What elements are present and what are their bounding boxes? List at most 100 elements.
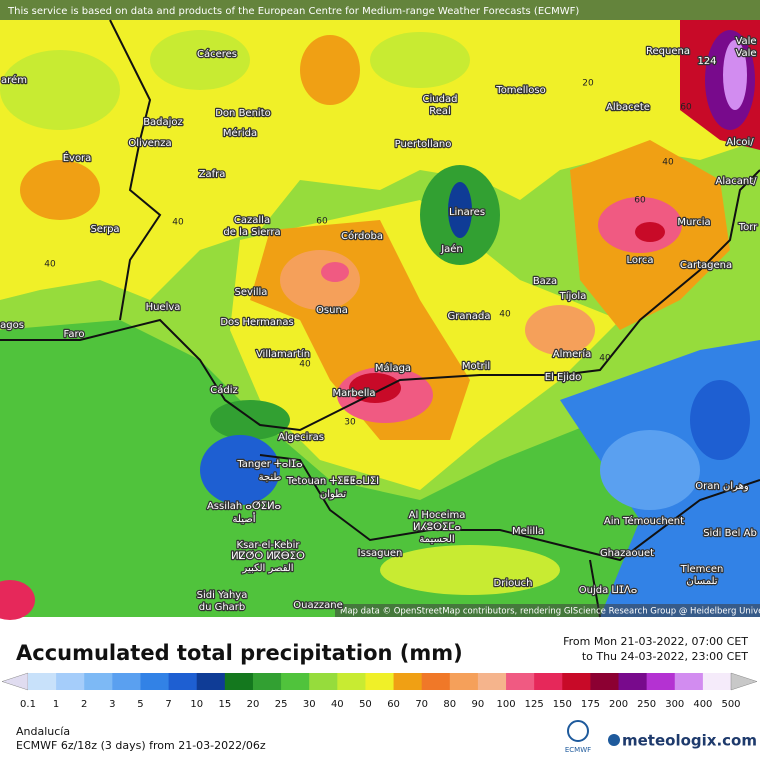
colorbar-label: 7 <box>165 699 171 710</box>
place-label: Ain Témouchent <box>604 515 684 527</box>
colorbar-segment <box>590 673 620 690</box>
place-label: ⵍⵇⵚⵔ ⵍⴽⴱⵉⵔ <box>231 551 305 562</box>
colorbar-segment <box>56 673 85 690</box>
colorbar-label: 5 <box>137 699 143 710</box>
place-label: Granada <box>448 311 491 322</box>
colorbar-segment <box>674 673 704 690</box>
place-label: Motril <box>462 361 490 372</box>
model-info: ECMWF 6z/18z (3 days) from 21-03-2022/06… <box>16 739 266 752</box>
place-label: Melilla <box>512 526 544 537</box>
colorbar-label: 400 <box>693 699 712 710</box>
place-label: Torr <box>738 222 758 233</box>
place-label: Alacant/ <box>715 176 757 187</box>
place-label: Cartagena <box>680 260 732 271</box>
contour-label: 60 <box>634 196 646 206</box>
brand-icon <box>608 734 620 746</box>
place-label: Badajoz <box>143 117 183 128</box>
colorbar-label: 2 <box>81 699 87 710</box>
place-label: Tanger ⵜⴰⵏⵊⴰ <box>236 459 302 470</box>
colorbar-label: 40 <box>331 699 344 710</box>
place-label: تطوان <box>320 489 346 500</box>
colorbar-segment <box>646 673 676 690</box>
place-label: القصر الكبير <box>241 563 293 574</box>
place-label: Mérida <box>223 127 257 139</box>
colorbar-segment <box>168 673 198 690</box>
colorbar-segment <box>365 673 395 690</box>
colorbar-segment <box>252 673 282 690</box>
place-label: Vale <box>735 36 756 47</box>
place-label: الحسيمة <box>419 534 454 545</box>
colorbar-segment <box>506 673 535 690</box>
attribution: Map data © OpenStreetMap contributors, r… <box>340 607 760 617</box>
place-label: Évora <box>63 151 92 164</box>
place-label: Ghazaouet <box>600 548 654 559</box>
place-label: Real <box>429 106 451 117</box>
colorbar-segment <box>224 673 254 690</box>
place-label: Oujda ⵡⵊⴷⴰ <box>579 585 638 596</box>
place-label: أصيلة <box>233 512 256 525</box>
place-label: Cazalla <box>234 215 270 226</box>
contour-label: 60 <box>680 103 692 113</box>
place-label: ⵍⵃⵓⵙⵉⵎⴰ <box>413 522 461 533</box>
contour-label: 40 <box>499 310 511 320</box>
colorbar-label: 500 <box>721 699 740 710</box>
colorbar-label: 175 <box>581 699 600 710</box>
colorbar-segment <box>196 673 226 690</box>
colorbar-label: 50 <box>359 699 372 710</box>
colorbar-label: 150 <box>553 699 572 710</box>
colorbar-segment <box>449 673 479 690</box>
colorbar-segment <box>393 673 423 690</box>
colorbar-segment <box>140 673 170 690</box>
place-label: Córdoba <box>341 230 383 242</box>
colorbar-segment <box>534 673 563 690</box>
legend-title: Accumulated total precipitation (mm) <box>16 641 463 665</box>
colorbar-segment <box>477 673 507 690</box>
place-label: Algeciras <box>278 432 324 443</box>
colorbar-label: 15 <box>218 699 231 710</box>
colorbar-label: 70 <box>415 699 428 710</box>
place-label: Ksar-el-Kebir <box>237 540 301 551</box>
place-label: Don Benito <box>215 108 271 119</box>
place-label: Sevilla <box>235 287 268 298</box>
colorbar: 0.1 1 2 3 5 7 10 15 20 25 30 40 50 60 70 80 90 100 125 150 1… <box>1 672 758 710</box>
place-label: Puertollano <box>395 139 452 150</box>
colorbar-label: 10 <box>190 699 203 710</box>
colorbar-label: 1 <box>53 699 59 710</box>
place-label: Olivenza <box>128 138 171 149</box>
contour-label: 40 <box>44 260 56 270</box>
contour-label: 124 <box>697 56 716 67</box>
colorbar-label: 0.1 <box>20 699 36 710</box>
date-to: to Thu 24-03-2022, 23:00 CET <box>582 650 748 663</box>
place-label: Driouch <box>494 578 533 589</box>
place-label: تلمسان <box>686 576 717 587</box>
colorbar-end <box>1 672 29 691</box>
place-label: Requena <box>646 46 690 57</box>
colorbar-segment <box>281 673 310 690</box>
colorbar-segment <box>84 673 113 690</box>
place-label: Marbella <box>332 388 375 399</box>
place-label: Serpa <box>90 224 119 235</box>
region: Andalucía <box>16 725 70 738</box>
colorbar-label: 200 <box>609 699 628 710</box>
contour-label: 40 <box>299 360 311 370</box>
date-from: From Mon 21-03-2022, 07:00 CET <box>563 635 748 648</box>
place-label: Issaguen <box>358 548 403 559</box>
place-label: Almería <box>553 348 592 360</box>
place-label: du Gharb <box>199 602 246 613</box>
place-label: Málaga <box>375 362 411 374</box>
place-label: Sidi Bel Ab <box>703 528 757 539</box>
place-label: Jaén <box>440 243 463 255</box>
colorbar-segment <box>562 673 591 690</box>
place-label: arém <box>1 74 27 86</box>
place-label: Al Hoceima <box>409 510 466 521</box>
place-label: Faro <box>64 329 85 340</box>
place-label: Murcia <box>677 217 710 228</box>
brand: meteologix.com <box>622 732 757 750</box>
colorbar-segment <box>421 673 451 690</box>
colorbar-end <box>730 672 758 691</box>
place-label: Vale <box>735 48 756 59</box>
colorbar-segment <box>112 673 141 690</box>
colorbar-label: 30 <box>303 699 316 710</box>
colorbar-label: 250 <box>637 699 656 710</box>
colorbar-label: 80 <box>443 699 456 710</box>
